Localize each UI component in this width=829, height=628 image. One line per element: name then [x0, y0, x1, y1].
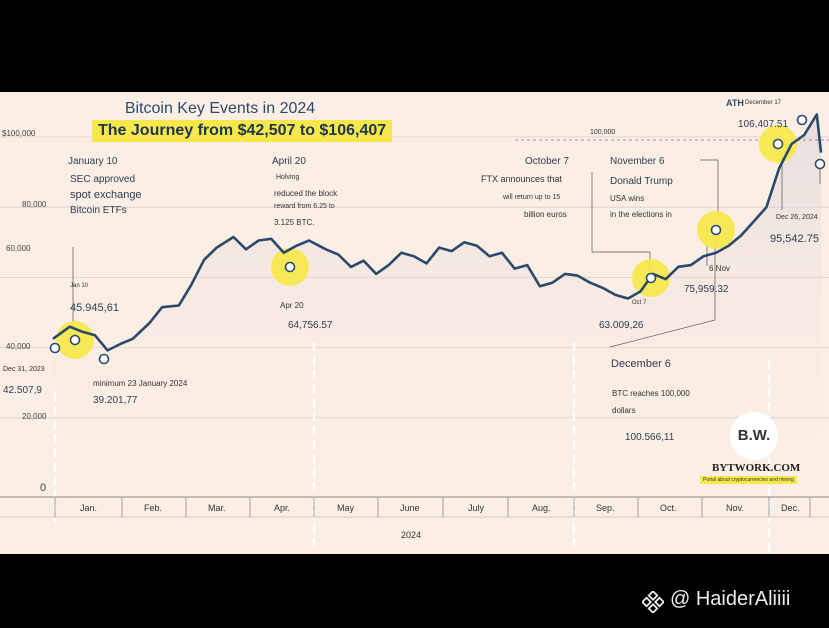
event-price: 75,959.32: [684, 284, 729, 295]
ytick-label: 60,000: [6, 244, 31, 253]
event-text: Holving: [276, 174, 300, 181]
event-date: April 20: [272, 156, 306, 167]
event-marker: [284, 261, 296, 273]
reference-label: 100,000: [590, 129, 616, 136]
month-label: July: [468, 503, 485, 513]
event-marker: [98, 353, 110, 365]
event-marker: [796, 114, 808, 126]
ytick-label: 80,000: [22, 200, 47, 209]
event-tag: Oct 7: [632, 300, 647, 306]
event-text: in the elections in: [610, 210, 672, 219]
month-label: Oct.: [660, 503, 677, 513]
btc-line-chart: [0, 113, 829, 552]
event-tag: 6 Nov: [709, 264, 730, 273]
ath-label: ATH: [726, 98, 744, 108]
event-text: FTX announces that: [481, 174, 563, 184]
ytick-label: 20,000: [22, 412, 47, 421]
event-marker: [49, 342, 61, 354]
event-date: October 7: [525, 156, 569, 167]
bw-logo: B.W.: [730, 412, 778, 460]
event-price: 95,542.75: [770, 233, 819, 245]
event-date: January 10: [68, 156, 118, 167]
event-date: November 6: [610, 156, 665, 167]
event-date: Dec 31, 2023: [3, 366, 45, 373]
event-connector: [609, 237, 716, 348]
chart-panel: Bitcoin Key Events in 2024 The Journey f…: [0, 92, 829, 554]
event-marker: [772, 138, 784, 150]
price-line: [52, 113, 823, 352]
binance-icon: [642, 591, 664, 613]
event-price: 106,407.51: [738, 119, 789, 130]
event-price: 100.566,11: [625, 432, 675, 443]
event-text: billion euros: [524, 210, 567, 219]
month-label: Dec.: [781, 503, 800, 513]
event-text: 3.125 BTC.: [274, 218, 315, 227]
event-price: 39.201,77: [93, 395, 138, 406]
event-text: Bitcoin ETFs: [70, 205, 127, 216]
event-tag: Jan 10: [70, 283, 89, 289]
month-label: Feb.: [144, 503, 163, 513]
event-date: minimum 23 January 2024: [93, 379, 188, 388]
watermark: @ HaiderAliiii: [670, 588, 791, 610]
event-text: BTC reaches 100,000: [612, 389, 690, 398]
event-date: December 6: [611, 358, 671, 370]
bytwork-logo: BYTWORK.COM: [712, 462, 801, 474]
month-label: Aug.: [532, 503, 551, 513]
event-price: 64,756.57: [288, 320, 333, 331]
month-label: Apr.: [274, 503, 291, 513]
event-price: 63.009,26: [599, 320, 644, 331]
price-area: [53, 114, 821, 488]
event-date: December 17: [745, 100, 782, 106]
month-label: Mar.: [208, 503, 226, 513]
month-label: Sep.: [596, 503, 615, 513]
chart-subtitle: The Journey from $42,507 to $106,407: [92, 120, 393, 142]
event-marker: [69, 334, 81, 346]
event-text: USA wins: [610, 194, 645, 203]
ytick-label: 40,000: [6, 342, 31, 351]
event-marker: [645, 272, 657, 284]
event-marker: [710, 224, 722, 236]
month-label: Jan.: [80, 503, 98, 513]
event-date: Dec 26, 2024: [776, 214, 818, 221]
event-text: spot exchange: [70, 189, 142, 201]
event-connector: [591, 172, 651, 272]
event-price: 45.945,61: [70, 302, 119, 314]
month-label: Nov.: [726, 503, 744, 513]
month-label: June: [400, 503, 420, 513]
event-text: dollars: [612, 406, 636, 415]
event-connector: [700, 159, 719, 220]
chart-title: Bitcoin Key Events in 2024: [124, 100, 316, 117]
event-tag: Apr 20: [280, 301, 304, 310]
bytwork-tagline: Portal about cryptocurrencies and mining: [700, 476, 797, 484]
ytick-label: 0: [40, 482, 47, 494]
event-price: 42.507,9: [3, 385, 42, 396]
event-text: reward from 6.25 to: [274, 203, 335, 210]
event-text: reduced the block: [274, 189, 338, 198]
event-marker: [814, 158, 826, 170]
event-text: will return up to 15: [503, 194, 561, 201]
event-text: SEC approved: [70, 174, 136, 185]
ytick-label: $100,000: [2, 129, 36, 138]
month-label: May: [337, 503, 355, 513]
year-label: 2024: [401, 530, 422, 540]
event-text: Donald Trump: [610, 176, 673, 187]
